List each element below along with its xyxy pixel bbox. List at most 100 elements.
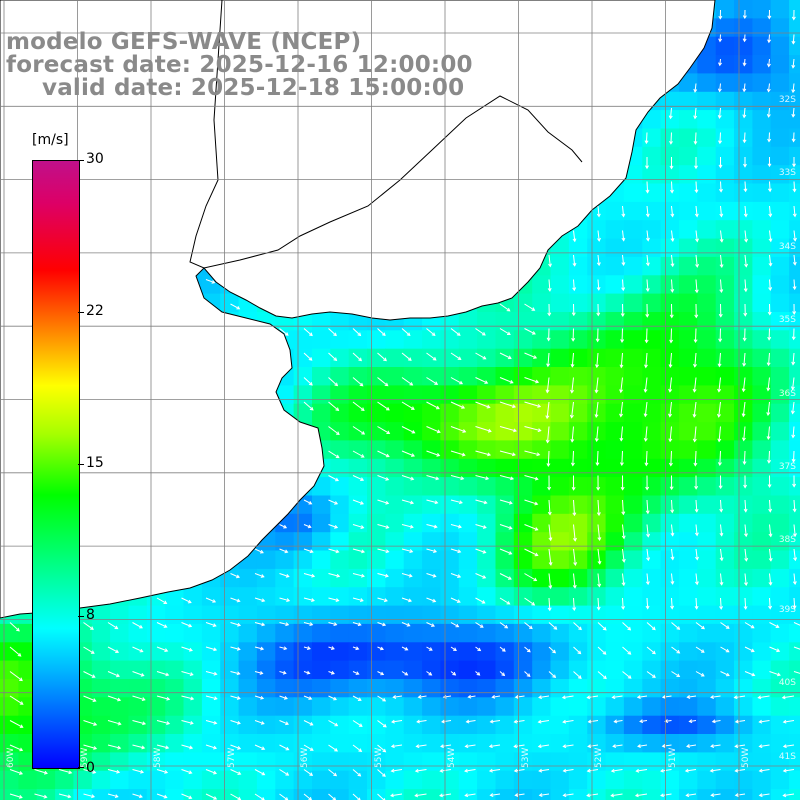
wind-cell — [330, 513, 350, 533]
wind-cell — [458, 495, 478, 515]
wind-arrow — [328, 793, 336, 800]
wind-arrowhead — [188, 647, 193, 652]
wind-arrow — [792, 401, 795, 414]
wind-cell — [403, 642, 423, 662]
lat-label: 32S — [778, 95, 796, 105]
wind-arrowhead — [695, 556, 699, 561]
wind-cell — [73, 789, 93, 800]
wind-cell — [752, 293, 772, 313]
wind-cell — [477, 660, 497, 680]
wind-arrowhead — [768, 238, 773, 243]
wind-arrow — [205, 597, 216, 603]
wind-arrow — [475, 524, 487, 529]
wind-arrowhead — [414, 768, 419, 773]
wind-arrowhead — [461, 452, 466, 457]
wind-cell — [715, 734, 735, 753]
wind-cell — [568, 312, 588, 331]
wind-arrowhead — [718, 188, 723, 193]
wind-arrowhead — [775, 624, 780, 628]
wind-arrowhead — [651, 626, 656, 631]
wind-cell — [752, 55, 772, 75]
wind-arrow — [695, 671, 705, 677]
wind-cell — [495, 660, 515, 680]
wind-arrow — [695, 548, 698, 560]
wind-cell — [403, 660, 423, 680]
wind-cell — [715, 183, 735, 203]
wind-arrowhead — [285, 772, 290, 776]
wind-arrow — [107, 695, 121, 701]
wind-cell — [587, 715, 607, 735]
wind-cell — [238, 770, 258, 790]
wind-arrowhead — [212, 599, 217, 603]
wind-cell — [715, 458, 735, 478]
wind-arrow — [597, 671, 607, 679]
wind-arrow — [107, 622, 118, 630]
wind-cell — [440, 587, 460, 607]
wind-cell — [770, 495, 790, 515]
wind-cell — [220, 293, 240, 313]
wind-cell — [715, 256, 735, 276]
wind-arrow — [718, 352, 721, 367]
wind-arrowhead — [166, 696, 171, 701]
wind-arrowhead — [669, 339, 674, 344]
wind-cell — [73, 770, 93, 790]
wind-arrow — [646, 328, 648, 343]
wind-arrow — [475, 499, 487, 504]
wind-arrowhead — [335, 454, 340, 459]
wind-cell — [293, 550, 313, 570]
wind-arrowhead — [719, 289, 724, 294]
wind-arrowhead — [700, 649, 705, 653]
wind-arrowhead — [488, 744, 493, 749]
wind-arrow — [744, 548, 747, 561]
wind-cell — [403, 587, 423, 607]
wind-cell — [642, 312, 662, 331]
wind-cell — [550, 385, 570, 405]
wind-cell — [348, 605, 368, 625]
wind-arrowhead — [355, 671, 360, 675]
wind-cell — [752, 165, 772, 185]
wind-arrowhead — [719, 238, 724, 243]
wind-arrowhead — [360, 573, 365, 578]
wind-arrowhead — [694, 314, 699, 319]
wind-arrow — [622, 205, 625, 217]
wind-cell — [385, 440, 405, 460]
wind-cell — [146, 770, 166, 790]
wind-cell — [201, 789, 221, 800]
wind-cell — [550, 422, 570, 442]
wind-arrowhead — [782, 793, 787, 798]
wind-arrow — [671, 597, 673, 609]
wind-arrowhead — [734, 768, 739, 773]
wind-arrow — [489, 744, 501, 747]
wind-arrowhead — [284, 332, 289, 336]
wind-cell — [128, 660, 148, 680]
wind-cell — [312, 697, 331, 717]
wind-cell — [458, 312, 478, 331]
wind-cell — [403, 568, 423, 588]
wind-arrowhead — [335, 477, 339, 482]
wind-arrow — [450, 377, 463, 385]
wind-cell — [495, 312, 515, 331]
wind-arrow — [767, 377, 770, 391]
wind-cell — [220, 679, 240, 698]
wind-arrow — [9, 646, 22, 657]
wind-cell — [660, 477, 680, 497]
wind-cell — [275, 697, 295, 717]
wind-arrow — [401, 377, 413, 386]
wind-arrowhead — [692, 413, 697, 418]
wind-cell — [477, 623, 497, 643]
wind-arrowhead — [693, 88, 698, 93]
wind-arrow — [646, 499, 649, 514]
wind-cell — [403, 513, 423, 533]
wind-arrow — [156, 671, 169, 676]
wind-arrow — [377, 769, 386, 777]
wind-arrow — [636, 769, 648, 772]
wind-arrowhead — [791, 434, 796, 439]
wind-arrowhead — [441, 719, 445, 724]
wind-cell — [715, 623, 735, 643]
wind-cell — [715, 0, 735, 19]
wind-arrow — [450, 450, 465, 456]
wind-arrowhead — [644, 140, 649, 145]
wind-cell — [587, 275, 607, 295]
wind-cell — [789, 110, 800, 130]
wind-arrowhead — [545, 415, 550, 420]
